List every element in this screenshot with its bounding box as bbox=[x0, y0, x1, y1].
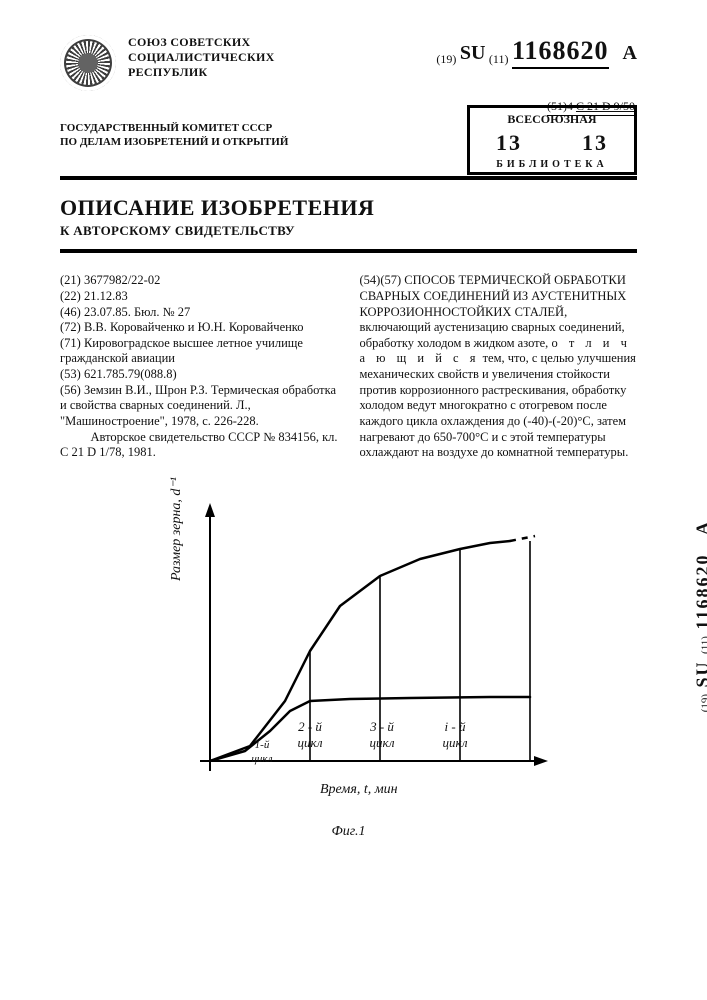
y-axis-label: Размер зерна, d⁻¹ bbox=[168, 477, 186, 581]
bibliographic-body: (21) 3677982/22-02 (22) 21.12.83 (46) 23… bbox=[60, 273, 637, 461]
doc-number: 1168620 bbox=[512, 36, 609, 69]
field-56-b: Авторское свидетельство СССР № 834156, к… bbox=[60, 430, 338, 461]
cycle-i-label: i - й цикл bbox=[425, 719, 485, 752]
x-axis-label: Время, t, мин bbox=[320, 781, 398, 799]
doc-subtitle: К АВТОРСКОМУ СВИДЕТЕЛЬСТВУ bbox=[60, 223, 637, 239]
left-column: (21) 3677982/22-02 (22) 21.12.83 (46) 23… bbox=[60, 273, 338, 461]
field-53: (53) 621.785.79(088.8) bbox=[60, 367, 338, 383]
spine-text: (19) SU (11) 1168620 A bbox=[691, 520, 707, 712]
publication-number: (19) SU (11) 1168620 A bbox=[436, 35, 637, 68]
field-22: (22) 21.12.83 bbox=[60, 289, 338, 305]
stamp-line1: ВСЕСОЮЗНАЯ bbox=[470, 112, 634, 127]
country-code: SU bbox=[460, 42, 486, 64]
field-72: (72) В.В. Коровайченко и Ю.Н. Коровайчен… bbox=[60, 320, 338, 336]
kind-code: A bbox=[623, 42, 637, 64]
cycle-3-label: 3 - й цикл bbox=[352, 719, 412, 752]
code-19: (19) bbox=[436, 52, 456, 66]
state-emblem bbox=[60, 35, 116, 91]
field-71: (71) Кировоградское высшее летное училищ… bbox=[60, 336, 338, 367]
committee-name: ГОСУДАРСТВЕННЫЙ КОМИТЕТ СССР ПО ДЕЛАМ ИЗ… bbox=[60, 122, 288, 150]
library-stamp: ВСЕСОЮЗНАЯ 13 13 БИБЛИОТЕКА bbox=[467, 105, 637, 175]
doc-title: ОПИСАНИЕ ИЗОБРЕТЕНИЯ bbox=[60, 194, 637, 222]
abstract-tail: тем, что, с целью улучшения механических… bbox=[360, 351, 636, 459]
field-56-a: (56) Земзин В.И., Шрон Р.З. Термическая … bbox=[60, 383, 338, 430]
stamp-line2: 13 13 bbox=[470, 129, 634, 157]
figure-caption: Фиг.1 bbox=[331, 823, 365, 841]
field-46: (46) 23.07.85. Бюл. № 27 bbox=[60, 305, 338, 321]
title-block: ОПИСАНИЕ ИЗОБРЕТЕНИЯ К АВТОРСКОМУ СВИДЕТ… bbox=[60, 176, 637, 254]
stamp-line3: БИБЛИОТЕКА bbox=[470, 159, 634, 172]
issuer-name: СОЮЗ СОВЕТСКИХ СОЦИАЛИСТИЧЕСКИХ РЕСПУБЛИ… bbox=[128, 35, 275, 80]
cycle-2-label: 2 - й цикл bbox=[280, 719, 340, 752]
right-column: (54)(57) СПОСОБ ТЕРМИЧЕСКОЙ ОБРАБОТКИ СВ… bbox=[360, 273, 638, 461]
figure-1: Размер зерна, d⁻¹ Время, t, мин 1-й цикл… bbox=[60, 491, 637, 841]
field-21: (21) 3677982/22-02 bbox=[60, 273, 338, 289]
code-11: (11) bbox=[489, 52, 509, 66]
abstract-text: (54)(57) СПОСОБ ТЕРМИЧЕСКОЙ ОБРАБОТКИ СВ… bbox=[360, 273, 638, 461]
